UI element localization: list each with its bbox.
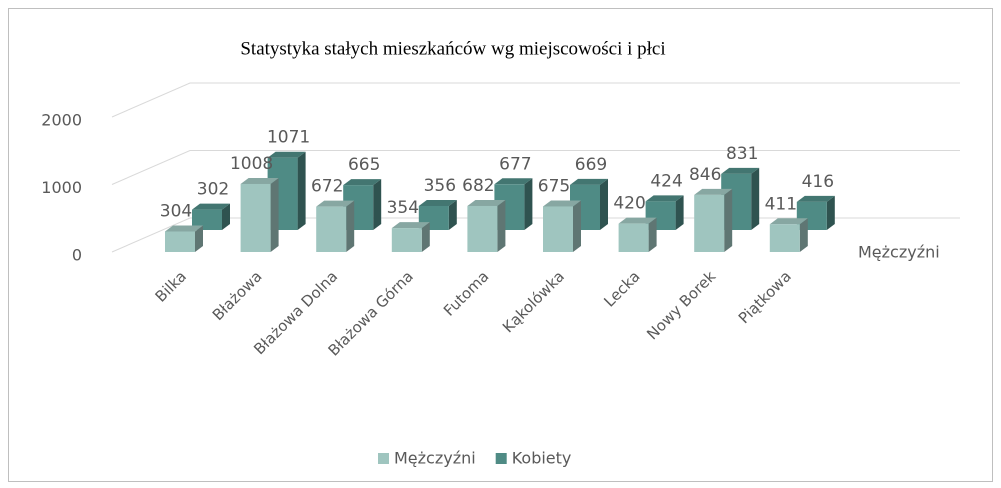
value-label: 411 bbox=[765, 194, 797, 214]
value-label: 416 bbox=[802, 172, 834, 192]
bar-top bbox=[570, 178, 608, 185]
bar-top bbox=[418, 199, 457, 206]
bar-front bbox=[694, 194, 725, 252]
bar-front bbox=[467, 205, 498, 252]
value-label: 846 bbox=[689, 165, 721, 185]
chart-title: Statystyka stałych mieszkańców wg miejsc… bbox=[240, 38, 665, 59]
value-label: 675 bbox=[538, 176, 570, 196]
bar bbox=[192, 203, 230, 230]
bar bbox=[694, 188, 733, 252]
value-label: 356 bbox=[424, 176, 456, 196]
value-label: 682 bbox=[462, 176, 494, 196]
bar-side bbox=[297, 151, 306, 230]
bar-top bbox=[192, 203, 230, 210]
bar-side bbox=[270, 177, 279, 252]
value-label: 424 bbox=[650, 171, 682, 191]
bar-front bbox=[192, 209, 222, 230]
bar-side bbox=[497, 199, 506, 252]
value-label: 304 bbox=[160, 201, 192, 221]
bar-front bbox=[316, 206, 347, 252]
value-label: 665 bbox=[348, 155, 380, 175]
bar-top bbox=[165, 225, 203, 232]
bar-top bbox=[343, 179, 382, 186]
bar bbox=[570, 178, 608, 230]
value-label: 831 bbox=[726, 144, 758, 164]
bar-front bbox=[391, 228, 422, 252]
legend-swatch bbox=[495, 453, 507, 464]
legend-label: Mężczyźni bbox=[394, 449, 476, 468]
bar-top bbox=[618, 217, 657, 224]
bar-front bbox=[240, 183, 271, 252]
bar-side bbox=[421, 222, 430, 252]
bar-side bbox=[675, 195, 684, 230]
bar-top bbox=[494, 178, 533, 185]
value-label: 1071 bbox=[267, 128, 310, 148]
bar-front bbox=[769, 224, 800, 252]
bar-top bbox=[316, 200, 355, 207]
bar-side bbox=[195, 225, 203, 252]
bar-top bbox=[721, 167, 760, 174]
bar-side bbox=[648, 217, 657, 252]
bar-side bbox=[826, 195, 835, 230]
bar-top bbox=[796, 195, 835, 202]
bar-top bbox=[645, 195, 684, 202]
value-label: 302 bbox=[197, 180, 229, 200]
bar-top bbox=[467, 199, 506, 206]
bar-top bbox=[769, 218, 808, 225]
value-label: 672 bbox=[311, 177, 343, 197]
bar-side bbox=[524, 178, 533, 230]
bar bbox=[240, 177, 279, 252]
y-tick-label: 2000 bbox=[41, 111, 82, 130]
y-tick-label: 1000 bbox=[41, 178, 82, 197]
bar bbox=[165, 225, 203, 252]
bar-front bbox=[618, 223, 649, 252]
bar bbox=[769, 218, 808, 252]
bar-side bbox=[573, 200, 581, 252]
grid-line bbox=[111, 150, 960, 185]
bar bbox=[391, 222, 430, 252]
bar-side bbox=[724, 188, 733, 252]
bar bbox=[316, 200, 355, 252]
value-label: 354 bbox=[387, 198, 419, 218]
value-label: 677 bbox=[499, 154, 531, 174]
bar-side bbox=[600, 178, 608, 230]
bar-top bbox=[543, 200, 581, 207]
value-label: 420 bbox=[613, 194, 645, 214]
bar bbox=[543, 200, 581, 252]
y-tick-label: 0 bbox=[72, 246, 82, 265]
depth-axis-label: Mężczyźni bbox=[858, 243, 940, 262]
bar-top bbox=[240, 177, 279, 184]
bar bbox=[796, 195, 835, 230]
bar bbox=[467, 199, 506, 252]
bar-top bbox=[694, 188, 733, 195]
legend-label: Kobiety bbox=[512, 449, 572, 468]
bar-side bbox=[222, 203, 230, 230]
bar-side bbox=[346, 200, 355, 252]
bar-side bbox=[799, 218, 808, 252]
bar-top bbox=[391, 222, 430, 229]
bar bbox=[418, 199, 457, 230]
bar-front bbox=[165, 231, 195, 252]
value-label: 669 bbox=[575, 155, 607, 175]
bar-top bbox=[267, 151, 306, 158]
bar bbox=[618, 217, 657, 252]
grid-line bbox=[111, 82, 960, 118]
bar-side bbox=[373, 179, 382, 230]
value-label: 1008 bbox=[230, 154, 273, 174]
bar-side bbox=[751, 167, 760, 230]
bar-front bbox=[543, 206, 573, 252]
bar-side bbox=[448, 199, 457, 230]
legend-swatch bbox=[378, 453, 389, 464]
